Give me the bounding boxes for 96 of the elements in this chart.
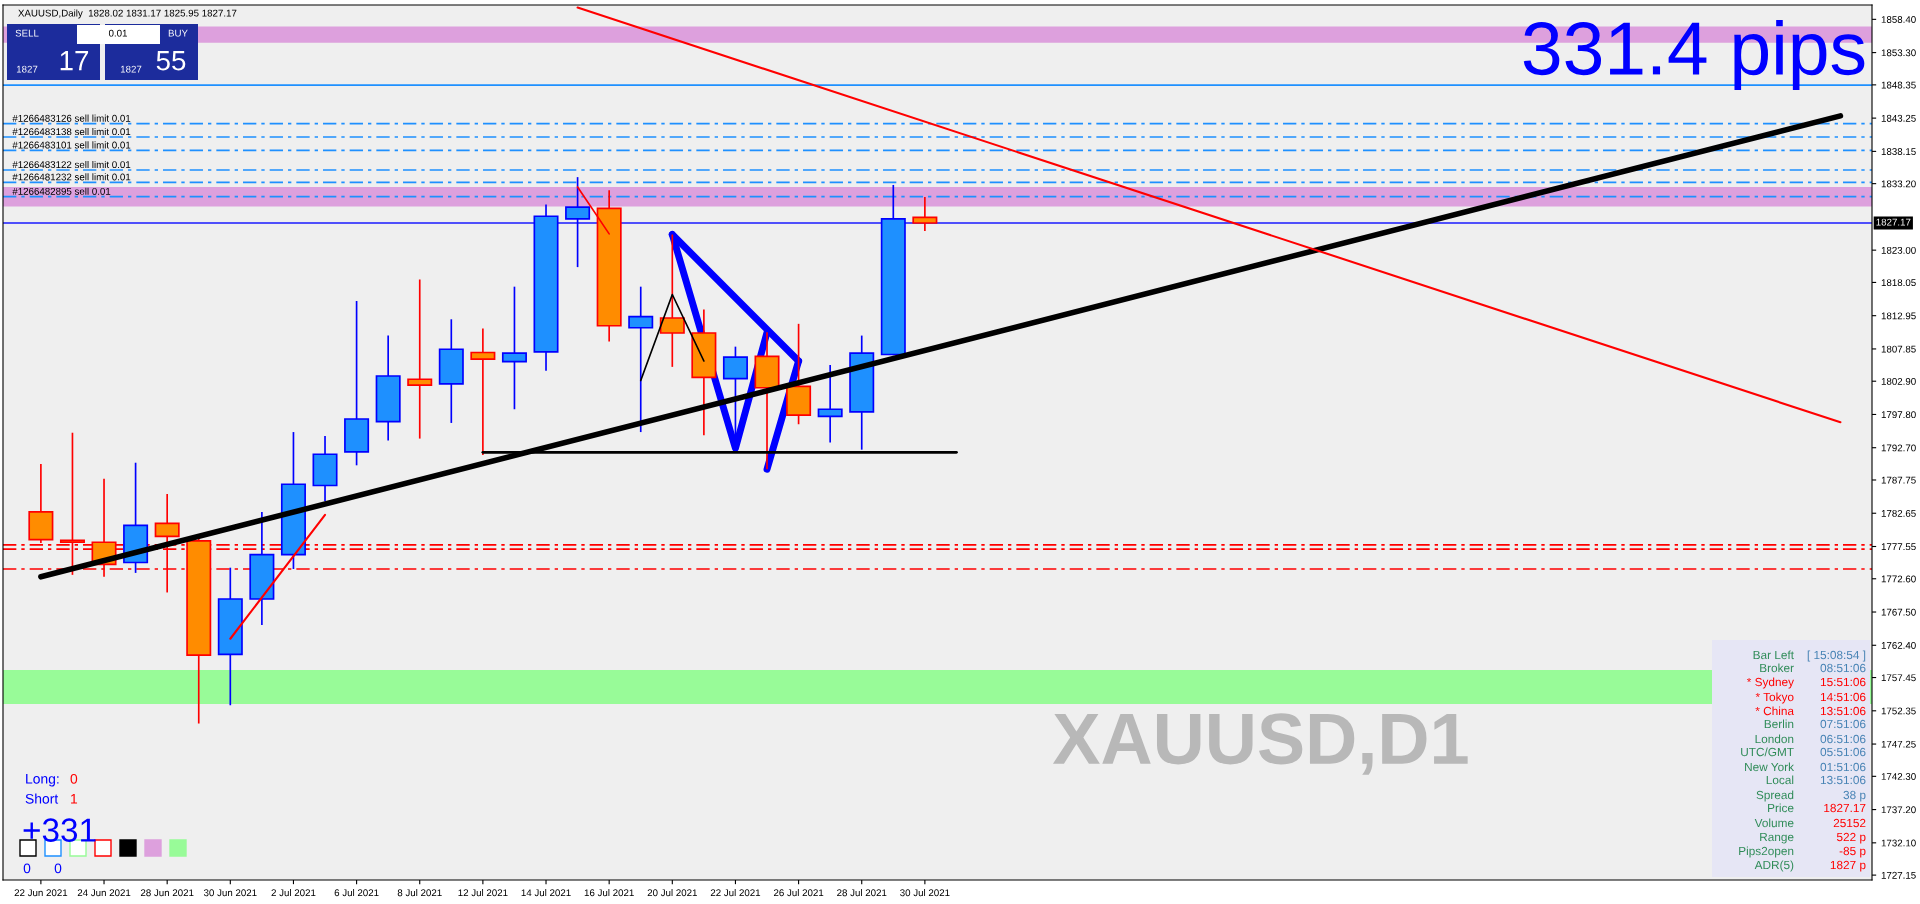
y-tick-label: 1843.25 <box>1881 114 1916 122</box>
y-tick-label: 1792.70 <box>1881 444 1916 452</box>
x-tick-label: 16 Jul 2021 <box>584 889 634 897</box>
x-tick-label: 14 Jul 2021 <box>521 889 571 897</box>
y-tick-label: 1737.20 <box>1881 806 1916 814</box>
x-tick-label: 30 Jun 2021 <box>203 889 257 897</box>
annotation: 13:51:06 <box>1820 706 1866 716</box>
annotation: 07:51:06 <box>1820 719 1866 729</box>
annotation: 38 p <box>1843 790 1866 802</box>
annotation: 01:51:06 <box>1820 762 1866 772</box>
annotation: Berlin <box>1764 719 1794 729</box>
annotation: -85 p <box>1839 846 1866 858</box>
annotation: 0 <box>54 863 62 874</box>
x-tick-label: 12 Jul 2021 <box>458 889 508 897</box>
ref-line-label: #1266483126 sell limit 0.01 <box>12 114 131 122</box>
annotation: UTC/GMT <box>1741 747 1794 757</box>
x-tick-label: 2 Jul 2021 <box>271 889 316 897</box>
annotation: ADR(5) <box>1754 860 1794 872</box>
y-tick-label: 1762.40 <box>1881 642 1916 649</box>
annotation: 13:51:06 <box>1820 775 1866 785</box>
y-tick-label: 1848.35 <box>1881 81 1916 89</box>
annotation: Spread <box>1756 790 1794 802</box>
y-tick-label: 1812.95 <box>1881 312 1916 320</box>
y-tick-label: 1747.25 <box>1881 740 1916 748</box>
annotation: Range <box>1760 832 1794 844</box>
annotation: * Sydney <box>1746 677 1794 689</box>
annotation: Pips2open <box>1739 846 1794 858</box>
annotation: BUY <box>168 29 188 37</box>
annotation: 331.4 pips <box>1523 20 1865 90</box>
ref-line-label: #1266483101 sell limit 0.01 <box>12 141 131 149</box>
annotation: Local <box>1766 775 1794 785</box>
annotation: 14:51:06 <box>1820 692 1866 702</box>
annotation: 0 <box>23 863 31 874</box>
y-tick-label: 1807.85 <box>1881 345 1916 353</box>
x-tick-label: 24 Jun 2021 <box>77 889 131 897</box>
annotation: * China <box>1755 706 1794 716</box>
ref-line-label: #1266482895 sell 0.01 <box>12 187 111 195</box>
annotation: Broker <box>1760 663 1794 673</box>
annotation: 1827 <box>120 65 142 73</box>
annotation: 25152 <box>1833 818 1866 828</box>
x-tick-label: 22 Jul 2021 <box>710 889 761 897</box>
annotation: Price <box>1768 803 1794 813</box>
ref-line-label: #1266483138 sell limit 0.01 <box>12 127 131 136</box>
annotation: +331 <box>23 818 96 842</box>
y-tick-label: 1833.20 <box>1881 180 1916 188</box>
chart-title: XAUUSD,Daily 1828.02 1831.17 1825.95 1827.17 <box>18 9 237 19</box>
annotation: 05:51:06 <box>1820 747 1866 757</box>
y-tick-label: 1777.55 <box>1881 543 1916 551</box>
annotation: SELL <box>15 29 39 37</box>
y-tick-label: 1838.15 <box>1881 148 1916 155</box>
annotation: 06:51:06 <box>1820 734 1866 744</box>
annotation: Bar Left <box>1753 650 1794 660</box>
y-tick-label: 1818.05 <box>1881 279 1916 287</box>
annotation: New York <box>1745 762 1795 772</box>
y-tick-label: 1782.65 <box>1881 509 1916 517</box>
annotation: 08:51:06 <box>1820 663 1866 673</box>
annotation: 0.01 <box>108 29 127 37</box>
annotation: 522 p <box>1836 832 1866 844</box>
annotation: * Tokyo <box>1755 692 1794 704</box>
y-tick-label: 1787.75 <box>1881 476 1916 484</box>
annotation: 1 <box>71 794 78 804</box>
x-tick-label: 20 Jul 2021 <box>647 889 697 897</box>
ref-line-label: 1827.17 <box>1876 218 1911 226</box>
annotation: Long: <box>26 774 59 787</box>
ref-line-label: #1266481232 sell limit 0.01 <box>12 173 131 181</box>
y-tick-label: 1732.10 <box>1881 839 1916 847</box>
annotation: 55 <box>156 51 186 71</box>
annotation: Volume <box>1754 818 1794 828</box>
x-tick-label: 28 Jul 2021 <box>837 889 887 897</box>
y-tick-label: 1752.35 <box>1881 707 1916 715</box>
annotation: 17 <box>60 51 89 71</box>
y-tick-label: 1757.45 <box>1881 674 1916 682</box>
x-tick-label: 6 Jul 2021 <box>334 889 379 897</box>
x-tick-label: 26 Jul 2021 <box>773 889 824 897</box>
x-tick-label: 28 Jun 2021 <box>140 889 194 897</box>
annotation: 1827 p <box>1830 860 1866 872</box>
ref-line-label: #1266483122 sell limit 0.01 <box>12 160 131 169</box>
y-tick-label: 1823.00 <box>1881 246 1916 254</box>
y-tick-label: 1742.30 <box>1881 773 1916 780</box>
y-tick-label: 1772.60 <box>1881 575 1916 583</box>
annotation: 0 <box>70 773 78 784</box>
y-tick-label: 1797.80 <box>1881 411 1916 419</box>
y-tick-label: 1727.15 <box>1881 871 1916 879</box>
y-tick-label: 1767.50 <box>1881 608 1916 616</box>
x-tick-label: 22 Jun 2021 <box>14 889 68 897</box>
annotation: 1827.17 <box>1824 803 1866 813</box>
y-tick-label: 1858.40 <box>1881 16 1916 23</box>
x-tick-label: 8 Jul 2021 <box>397 889 442 897</box>
annotation: Short <box>25 793 59 804</box>
annotation: [ 15:08:54 ] <box>1807 650 1866 662</box>
annotation: 1827 <box>16 65 38 73</box>
annotation: London <box>1755 734 1794 744</box>
y-tick-label: 1853.30 <box>1881 49 1916 57</box>
x-tick-label: 30 Jul 2021 <box>900 889 950 897</box>
y-tick-label: 1802.90 <box>1881 377 1916 385</box>
annotation: 15:51:06 <box>1820 677 1866 687</box>
